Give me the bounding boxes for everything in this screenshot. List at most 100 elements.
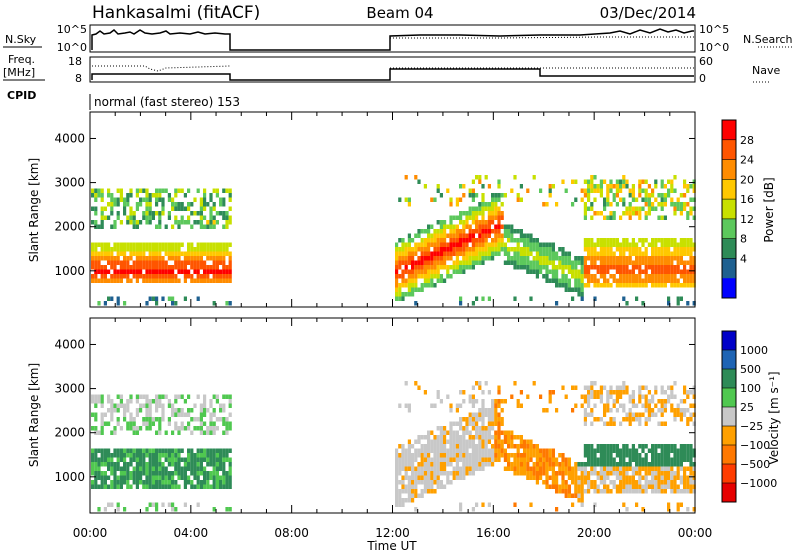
velocity-cell <box>97 466 101 471</box>
power-cell <box>583 202 587 207</box>
velocity-cell <box>404 471 408 476</box>
power-cell <box>110 206 114 211</box>
power-cell <box>641 256 645 261</box>
velocity-cell <box>481 444 485 449</box>
power-cell <box>449 247 453 252</box>
velocity-cell <box>583 444 587 449</box>
power-cell <box>423 283 427 288</box>
power-cell <box>606 193 610 198</box>
velocity-cell <box>622 444 626 449</box>
power-cell <box>679 251 683 256</box>
power-cell <box>487 206 491 211</box>
velocity-cell <box>551 448 555 453</box>
power-cell <box>641 242 645 247</box>
power-cell <box>187 206 191 211</box>
velocity-cell <box>228 426 232 431</box>
velocity-cell <box>215 475 219 480</box>
power-cell <box>577 292 581 297</box>
power-cell <box>209 206 213 211</box>
velocity-cell <box>123 453 127 458</box>
power-cell <box>116 202 120 207</box>
power-cell <box>206 242 210 247</box>
velocity-cell <box>174 466 178 471</box>
power-cell <box>487 202 491 207</box>
velocity-cell <box>593 466 597 471</box>
velocity-cell <box>532 453 536 458</box>
velocity-cell <box>676 502 680 507</box>
velocity-cell <box>580 394 584 399</box>
velocity-cell <box>673 381 677 386</box>
velocity-cell <box>667 466 671 471</box>
velocity-cell <box>129 484 133 489</box>
velocity-cell <box>679 399 683 404</box>
velocity-cell <box>631 484 635 489</box>
power-cell <box>398 287 402 292</box>
power-cell <box>491 197 495 202</box>
velocity-cell <box>673 484 677 489</box>
freq-panel: Freq. [MHz] 18 8 60 0 Nave <box>3 53 780 85</box>
velocity-cell <box>673 457 677 462</box>
power-cell <box>471 211 475 216</box>
velocity-cell <box>475 412 479 417</box>
velocity-cell <box>206 448 210 453</box>
velocity-cell <box>145 484 149 489</box>
power-cell <box>103 301 107 306</box>
power-cell <box>215 256 219 261</box>
power-cell <box>433 269 437 274</box>
velocity-cell <box>462 444 466 449</box>
velocity-cell <box>686 417 690 422</box>
power-cell <box>119 260 123 265</box>
power-cell <box>222 242 226 247</box>
velocity-cell <box>209 471 213 476</box>
power-cell <box>679 247 683 252</box>
power-cell <box>657 269 661 274</box>
power-cell <box>209 269 213 274</box>
power-cell <box>529 296 533 301</box>
power-cell <box>222 202 226 207</box>
power-cell <box>116 242 120 247</box>
power-cell <box>212 215 216 220</box>
power-cell <box>449 238 453 243</box>
velocity-cell <box>535 471 539 476</box>
power-cell <box>103 269 107 274</box>
velocity-cell <box>225 507 229 512</box>
power-cell <box>468 224 472 229</box>
power-cell <box>113 278 117 283</box>
power-cell <box>135 188 139 193</box>
power-cell <box>167 193 171 198</box>
velocity-cell <box>398 471 402 476</box>
power-ytick-label: 2000 <box>54 220 85 234</box>
power-cell <box>622 278 626 283</box>
velocity-cell <box>660 390 664 395</box>
power-cell <box>193 278 197 283</box>
power-cell <box>670 256 674 261</box>
velocity-cell <box>449 421 453 426</box>
power-cell <box>587 251 591 256</box>
power-cell <box>612 260 616 265</box>
velocity-cell <box>449 435 453 440</box>
power-cell <box>644 247 648 252</box>
velocity-cell <box>459 435 463 440</box>
velocity-cell <box>644 484 648 489</box>
velocity-cell <box>459 457 463 462</box>
velocity-cell <box>433 466 437 471</box>
x-tick-label: 04:00 <box>174 526 209 540</box>
velocity-cell <box>228 466 232 471</box>
velocity-cell <box>638 475 642 480</box>
power-cell <box>193 265 197 270</box>
power-cell <box>676 260 680 265</box>
velocity-cell <box>407 475 411 480</box>
velocity-cell <box>561 462 565 467</box>
velocity-cell <box>439 439 443 444</box>
power-cell <box>535 256 539 261</box>
power-cell <box>663 278 667 283</box>
velocity-cell <box>142 394 146 399</box>
power-cell <box>411 287 415 292</box>
power-cell <box>401 292 405 297</box>
velocity-cell <box>148 466 152 471</box>
power-cell <box>439 224 443 229</box>
velocity-cell <box>468 417 472 422</box>
power-cell <box>135 274 139 279</box>
velocity-cell <box>225 421 229 426</box>
power-cell <box>171 296 175 301</box>
